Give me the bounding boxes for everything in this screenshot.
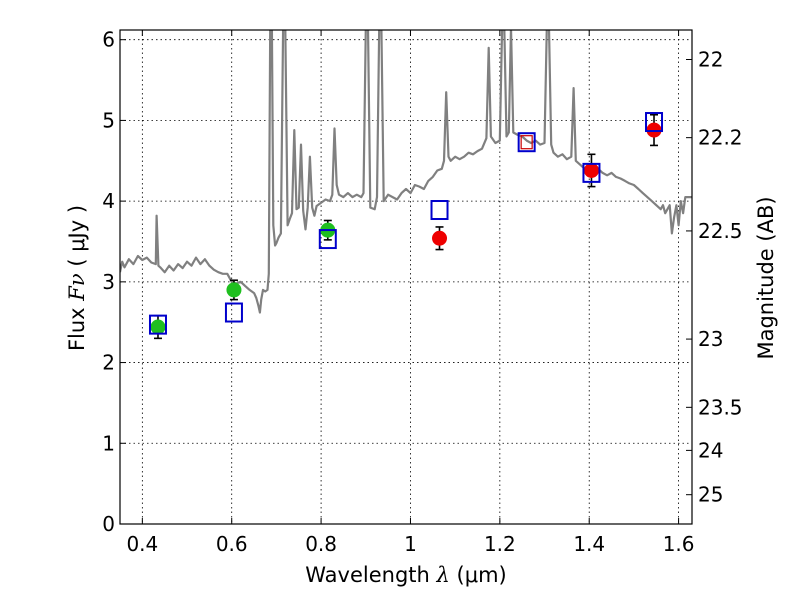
x-axis-title: Wavelength λ (μm) bbox=[305, 563, 506, 587]
y2-tick-label: 25 bbox=[698, 483, 723, 507]
y-tick-label: 5 bbox=[102, 108, 115, 132]
plot-frame bbox=[119, 29, 693, 525]
y2-tick-label: 22 bbox=[698, 48, 723, 72]
y-tick-label: 2 bbox=[102, 351, 115, 375]
model-square-highlight bbox=[520, 135, 533, 150]
y2-tick-label: 23.5 bbox=[698, 395, 743, 419]
y2-tick-label: 22.5 bbox=[698, 219, 743, 243]
green-data-point bbox=[150, 319, 166, 335]
red-data-point bbox=[583, 162, 599, 178]
y2-axis-title: Magnitude (AB) bbox=[754, 196, 778, 359]
x-tick-label: 0.4 bbox=[126, 532, 158, 556]
y2-tick-label: 23 bbox=[698, 327, 723, 351]
y2-tick-label: 24 bbox=[698, 438, 723, 462]
x-tick-label: 0.6 bbox=[216, 532, 248, 556]
y2-tick-label: 22.2 bbox=[698, 126, 743, 150]
red-data-point bbox=[432, 230, 448, 246]
model-square-point bbox=[430, 200, 449, 221]
x-tick-label: 1.2 bbox=[484, 532, 516, 556]
x-tick-label: 0.8 bbox=[305, 532, 337, 556]
model-square-point bbox=[148, 314, 167, 335]
y-tick-label: 0 bbox=[102, 512, 115, 536]
x-tick-label: 1 bbox=[404, 532, 417, 556]
y-axis-title-unit: ( μJy ) bbox=[65, 205, 89, 267]
model-square-point bbox=[318, 229, 337, 250]
y-axis-title: Flux Fν ( μJy ) bbox=[65, 205, 89, 351]
plot-area bbox=[120, 30, 692, 340]
model-square-point bbox=[517, 132, 536, 153]
y-axis-title-prefix: Flux bbox=[65, 307, 89, 351]
y-tick-label: 6 bbox=[102, 28, 115, 52]
y-tick-label: 3 bbox=[102, 270, 115, 294]
x-tick-label: 1.4 bbox=[573, 532, 605, 556]
ticks bbox=[120, 30, 692, 525]
model-square-point bbox=[645, 112, 664, 133]
y-tick-label: 4 bbox=[102, 189, 115, 213]
x-axis-title-symbol: λ bbox=[436, 563, 450, 587]
x-axis-title-prefix: Wavelength bbox=[305, 563, 430, 587]
tick-labels: 0.4 0.6 0.8 1 1.2 1.4 1.601234562222.222.52323… bbox=[102, 28, 742, 556]
x-tick-label: 1.6 bbox=[663, 532, 695, 556]
green-data-point bbox=[226, 282, 242, 298]
x-axis-title-unit: (μm) bbox=[457, 563, 507, 587]
y-tick-label: 1 bbox=[102, 431, 115, 455]
y-axis-title-symbol: Fν bbox=[65, 273, 89, 302]
model-square-point bbox=[582, 162, 601, 183]
model-square-point bbox=[224, 302, 243, 323]
